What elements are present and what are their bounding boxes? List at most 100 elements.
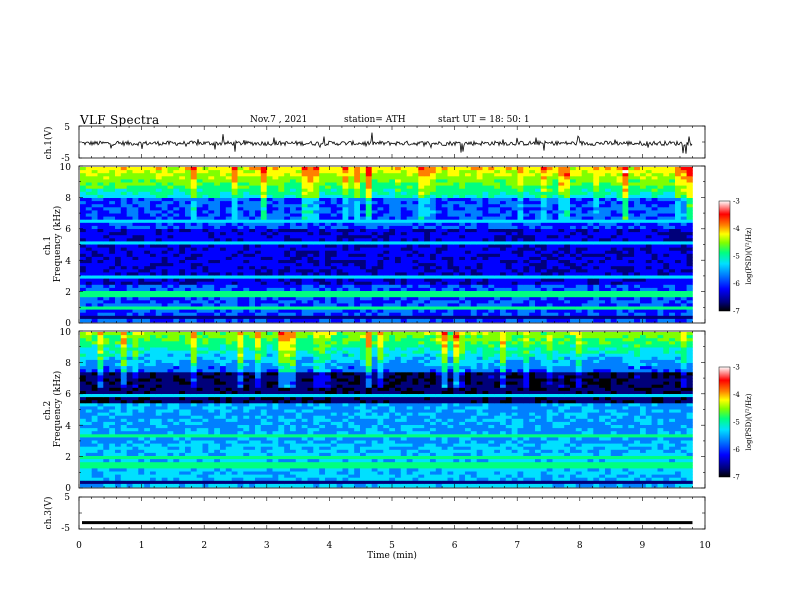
spectrogram-cell <box>535 300 542 304</box>
spectrogram-cell <box>651 266 658 270</box>
spectrogram-cell <box>610 275 617 279</box>
spectrogram-cell <box>237 198 244 202</box>
spectrogram-cell <box>80 260 87 264</box>
spectrogram-cell <box>383 272 390 276</box>
spectrogram-cell <box>412 167 419 171</box>
spectrogram-cell <box>465 260 472 264</box>
spectrogram-cell <box>406 291 413 295</box>
spectrogram-cell <box>505 312 512 317</box>
spectrogram-cell <box>307 269 314 273</box>
spectrogram-cell <box>161 260 168 264</box>
spectrogram-cell <box>558 201 565 205</box>
spectrogram-cell <box>634 219 641 224</box>
spectrogram-cell <box>371 210 378 214</box>
spectrogram-cell <box>558 182 565 186</box>
spectrogram-cell <box>167 303 174 307</box>
spectrogram-cell <box>593 303 600 307</box>
spectrogram-cell <box>564 170 571 174</box>
spectrogram-cell <box>91 198 98 202</box>
spectrogram-cell <box>459 297 466 301</box>
spectrogram-cell <box>266 309 273 314</box>
spectrogram-cell <box>225 244 232 248</box>
spectrogram-cell <box>150 198 157 202</box>
spectrogram-cell <box>278 238 285 242</box>
spectrogram-cell <box>640 185 647 190</box>
spectrogram-cell <box>581 235 588 239</box>
spectrogram-cell <box>453 303 460 307</box>
spectrogram-cell <box>453 260 460 264</box>
spectrogram-cell <box>354 216 361 221</box>
spectrogram-cell <box>231 210 238 214</box>
spectrogram-cell <box>587 225 594 230</box>
spectrogram-cell <box>290 188 297 193</box>
spectrogram-cell <box>377 176 384 180</box>
spectrogram-cell <box>371 188 378 193</box>
spectrogram-cell <box>605 297 612 301</box>
spectrogram-cell <box>185 176 192 180</box>
spectrogram-cell <box>645 216 652 221</box>
spectrogram-cell <box>587 303 594 307</box>
spectrogram-cell <box>150 306 157 310</box>
spectrogram-cell <box>552 204 559 208</box>
spectrogram-cell <box>103 207 110 211</box>
spectrogram-cell <box>150 191 157 196</box>
spectrogram-cell <box>167 287 174 292</box>
spectrogram-cell <box>354 194 361 199</box>
spectrogram-cell <box>138 179 145 183</box>
spectrogram-cell <box>295 247 302 252</box>
spectrogram-cell <box>284 229 291 233</box>
spectrogram-cell <box>389 287 396 292</box>
spectrogram-cell <box>657 284 664 289</box>
spectrogram-cell <box>634 207 641 211</box>
spectrogram-cell <box>161 173 168 177</box>
spectrogram-cell <box>243 213 250 217</box>
spectrogram-cell <box>482 167 489 171</box>
spectrogram-cell <box>377 269 384 273</box>
spectrogram-cell <box>651 315 658 320</box>
spectrogram-cell <box>365 210 372 214</box>
spectrogram-cell <box>412 213 419 217</box>
spectrogram-cell <box>400 309 407 314</box>
spectrogram-cell <box>447 229 454 233</box>
spectrogram-cell <box>377 263 384 267</box>
spectrogram-cell <box>185 272 192 276</box>
spectrogram-cell <box>272 284 279 289</box>
spectrogram-cell <box>295 287 302 292</box>
spectrogram-cell <box>564 173 571 177</box>
spectrogram-cell <box>97 266 104 270</box>
spectrogram-cell <box>260 315 267 320</box>
spectrogram-cell <box>441 219 448 224</box>
spectrogram-cell <box>605 269 612 273</box>
spectrogram-cell <box>470 198 477 202</box>
spectrogram-cell <box>570 315 577 320</box>
spectrogram-cell <box>546 194 553 199</box>
spectrogram-cell <box>540 201 547 205</box>
spectrogram-cell <box>651 284 658 289</box>
spectrogram-cell <box>214 238 221 242</box>
spectrogram-cell <box>237 235 244 239</box>
spectrogram-cell <box>278 247 285 252</box>
spectrogram-cell <box>558 287 565 292</box>
spectrogram-cell <box>610 167 617 171</box>
spectrogram-cell <box>80 247 87 252</box>
spectrogram-cell <box>167 269 174 273</box>
spectrogram-cell <box>371 275 378 279</box>
spectrogram-cell <box>313 241 320 245</box>
spectrogram-cell <box>494 204 501 208</box>
spectrogram-cell <box>570 253 577 258</box>
spectrogram-cell <box>365 213 372 217</box>
spectrogram-cell <box>371 269 378 273</box>
spectrogram-cell <box>628 194 635 199</box>
spectrogram-cell <box>453 309 460 314</box>
spectrogram-cell <box>231 300 238 304</box>
spectrogram-cell <box>97 232 104 236</box>
spectrogram-cell <box>220 238 227 242</box>
spectrogram-cell <box>453 256 460 261</box>
spectrogram-cell <box>552 213 559 217</box>
spectrogram-cell <box>179 204 186 208</box>
spectrogram-cell <box>430 204 437 208</box>
spectrogram-cell <box>511 275 518 279</box>
spectrogram-cell <box>610 198 617 202</box>
spectrogram-cell <box>430 300 437 304</box>
spectrogram-cell <box>85 213 92 217</box>
